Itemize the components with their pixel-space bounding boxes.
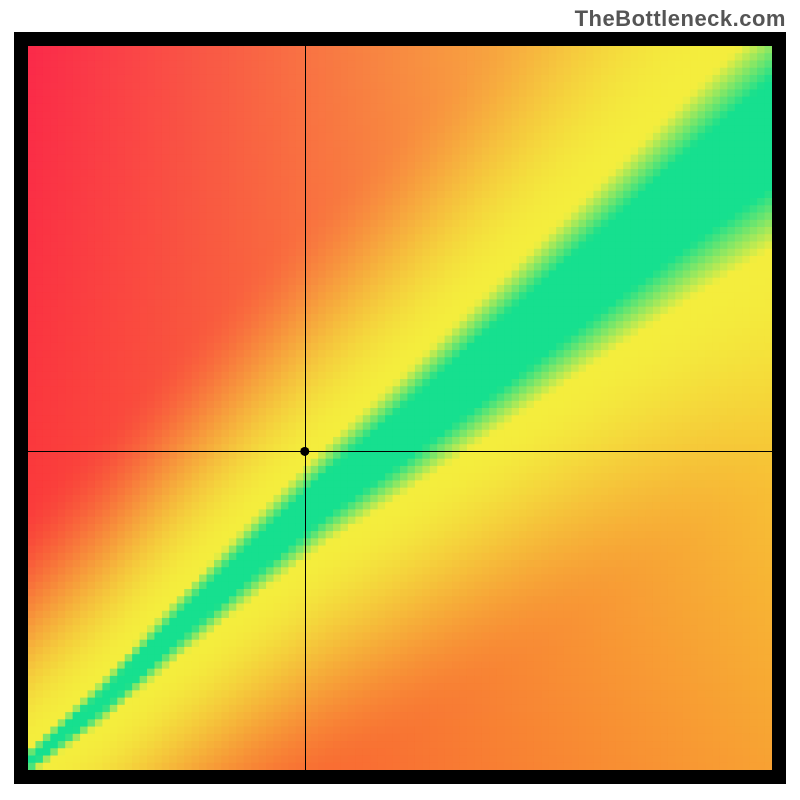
chart-frame xyxy=(14,32,786,784)
watermark-text: TheBottleneck.com xyxy=(575,6,786,32)
chart-root: TheBottleneck.com xyxy=(0,0,800,800)
heatmap-canvas xyxy=(14,32,786,784)
